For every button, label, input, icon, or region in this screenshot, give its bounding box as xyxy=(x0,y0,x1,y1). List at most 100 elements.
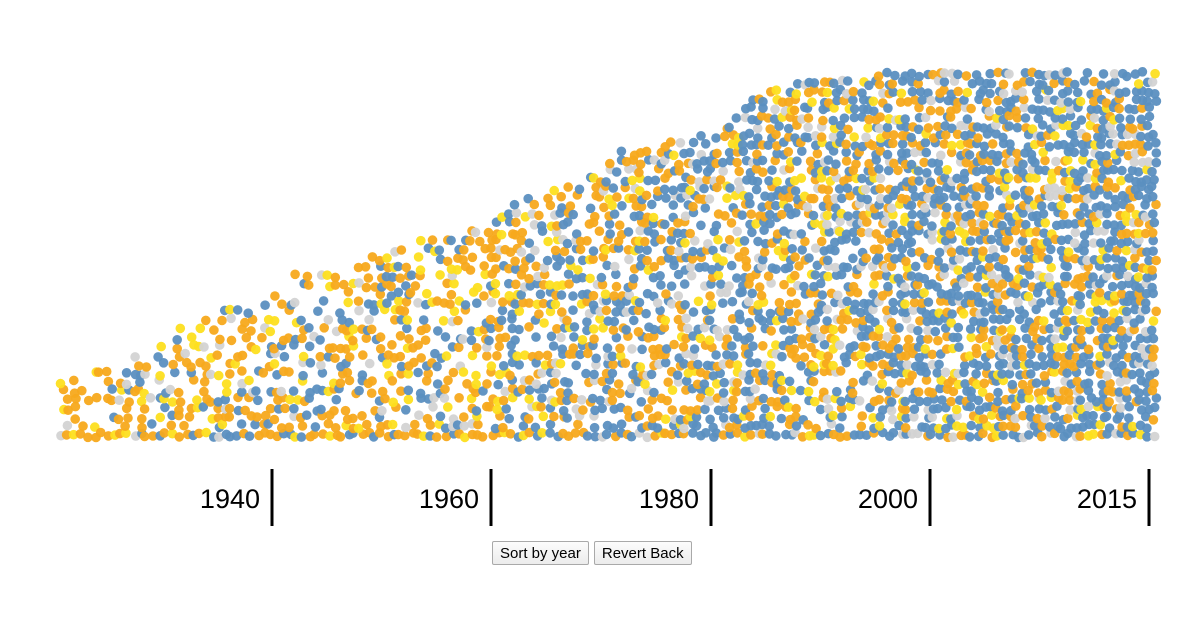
dot-blue[interactable] xyxy=(894,323,904,333)
dot-blue[interactable] xyxy=(1020,113,1031,123)
dot-blue[interactable] xyxy=(524,238,535,248)
dot-orange[interactable] xyxy=(663,377,673,388)
dot-orange[interactable] xyxy=(979,378,990,389)
dot-blue[interactable] xyxy=(1114,315,1125,326)
dot-blue[interactable] xyxy=(835,423,845,433)
dot-orange[interactable] xyxy=(939,85,949,95)
dot-yellow[interactable] xyxy=(1133,272,1144,282)
dot-blue[interactable] xyxy=(558,406,569,416)
dot-blue[interactable] xyxy=(1024,430,1034,440)
dot-orange[interactable] xyxy=(754,282,765,292)
dot-orange[interactable] xyxy=(366,324,377,335)
dot-orange[interactable] xyxy=(565,201,576,211)
dot-blue[interactable] xyxy=(172,335,182,345)
dot-orange[interactable] xyxy=(914,102,924,113)
dot-orange[interactable] xyxy=(649,261,660,272)
dot-yellow[interactable] xyxy=(1062,155,1073,165)
dot-yellow[interactable] xyxy=(718,256,728,266)
dot-orange[interactable] xyxy=(786,287,797,297)
dot-yellow[interactable] xyxy=(460,432,470,443)
dot-blue[interactable] xyxy=(688,246,698,257)
dot-blue[interactable] xyxy=(536,221,547,231)
dot-orange[interactable] xyxy=(893,165,903,176)
dot-blue[interactable] xyxy=(643,175,653,186)
dot-blue[interactable] xyxy=(1117,165,1127,176)
dot-blue[interactable] xyxy=(289,403,299,414)
dot-blue[interactable] xyxy=(1103,263,1113,274)
dot-blue[interactable] xyxy=(843,211,853,221)
dot-yellow[interactable] xyxy=(959,229,970,239)
dot-orange[interactable] xyxy=(283,333,294,343)
dot-orange[interactable] xyxy=(912,280,923,290)
dot-orange[interactable] xyxy=(1147,265,1157,275)
dot-orange[interactable] xyxy=(357,411,367,421)
dot-blue[interactable] xyxy=(780,185,790,195)
dot-blue[interactable] xyxy=(959,95,969,105)
dot-orange[interactable] xyxy=(511,279,521,290)
dot-orange[interactable] xyxy=(1127,124,1138,134)
dot-yellow[interactable] xyxy=(964,351,975,361)
dot-gray[interactable] xyxy=(1149,431,1160,442)
dot-blue[interactable] xyxy=(778,313,788,324)
dot-orange[interactable] xyxy=(986,349,996,359)
dot-orange[interactable] xyxy=(803,113,814,123)
dot-orange[interactable] xyxy=(348,335,358,346)
dot-yellow[interactable] xyxy=(823,271,833,282)
dot-orange[interactable] xyxy=(1148,415,1159,425)
dot-blue[interactable] xyxy=(704,315,715,326)
dot-blue[interactable] xyxy=(1070,219,1080,229)
dot-orange[interactable] xyxy=(901,256,911,267)
dot-blue[interactable] xyxy=(901,122,911,132)
dot-orange[interactable] xyxy=(790,252,800,262)
dot-blue[interactable] xyxy=(1055,289,1066,300)
dot-blue[interactable] xyxy=(752,358,763,368)
dot-blue[interactable] xyxy=(1025,270,1035,280)
dot-blue[interactable] xyxy=(557,203,567,213)
dot-blue[interactable] xyxy=(939,77,950,87)
dot-orange[interactable] xyxy=(396,245,407,255)
dot-orange[interactable] xyxy=(702,174,712,185)
dot-blue[interactable] xyxy=(1083,385,1094,396)
dot-blue[interactable] xyxy=(764,176,774,186)
dot-blue[interactable] xyxy=(634,210,645,221)
dot-blue[interactable] xyxy=(1021,219,1031,230)
dot-gray[interactable] xyxy=(802,202,813,212)
dot-blue[interactable] xyxy=(545,428,555,438)
dot-yellow[interactable] xyxy=(573,265,583,275)
dot-blue[interactable] xyxy=(886,397,897,407)
dot-orange[interactable] xyxy=(471,343,482,353)
dot-orange[interactable] xyxy=(886,317,897,328)
dot-blue[interactable] xyxy=(985,165,996,176)
dot-orange[interactable] xyxy=(750,368,761,378)
dot-blue[interactable] xyxy=(1018,208,1028,218)
dot-blue[interactable] xyxy=(1114,387,1125,397)
dot-blue[interactable] xyxy=(1056,245,1067,256)
dot-blue[interactable] xyxy=(734,309,745,320)
dot-orange[interactable] xyxy=(799,352,810,363)
dot-orange[interactable] xyxy=(470,387,481,398)
dot-blue[interactable] xyxy=(842,183,853,193)
dot-blue[interactable] xyxy=(932,368,942,378)
dot-blue[interactable] xyxy=(774,121,784,131)
dot-yellow[interactable] xyxy=(810,396,820,407)
dot-gray[interactable] xyxy=(624,164,634,174)
dot-blue[interactable] xyxy=(418,315,429,325)
dot-gray[interactable] xyxy=(1065,405,1075,415)
dot-gray[interactable] xyxy=(680,211,691,221)
dot-gray[interactable] xyxy=(927,412,938,422)
dot-yellow[interactable] xyxy=(685,185,695,196)
dot-gray[interactable] xyxy=(699,322,710,333)
dot-blue[interactable] xyxy=(842,262,853,273)
dot-orange[interactable] xyxy=(399,306,410,317)
dot-blue[interactable] xyxy=(994,105,1005,116)
dot-blue[interactable] xyxy=(304,341,315,352)
dot-yellow[interactable] xyxy=(458,367,469,377)
dot-orange[interactable] xyxy=(763,271,774,282)
dot-blue[interactable] xyxy=(1079,147,1089,158)
dot-orange[interactable] xyxy=(62,394,73,405)
dot-blue[interactable] xyxy=(1079,202,1089,212)
dot-blue[interactable] xyxy=(577,272,588,283)
dot-blue[interactable] xyxy=(1101,150,1112,161)
dot-orange[interactable] xyxy=(933,121,943,132)
dot-blue[interactable] xyxy=(842,296,852,307)
